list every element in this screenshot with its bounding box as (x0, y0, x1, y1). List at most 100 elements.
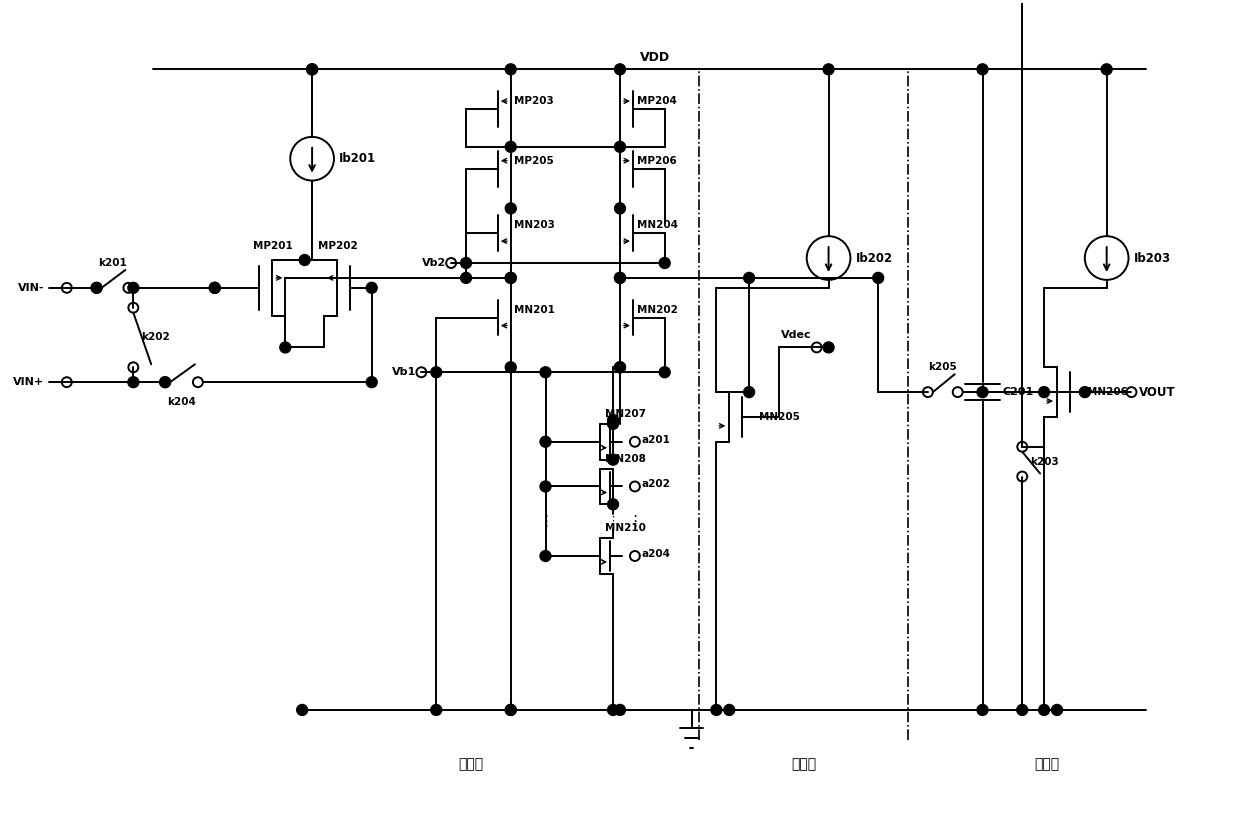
Circle shape (506, 704, 517, 716)
Circle shape (872, 272, 883, 283)
Circle shape (506, 64, 517, 75)
Circle shape (306, 64, 317, 75)
Circle shape (659, 367, 670, 377)
Text: MP201: MP201 (254, 241, 294, 251)
Circle shape (540, 436, 551, 447)
Circle shape (1101, 64, 1113, 75)
Text: k202: k202 (141, 333, 170, 342)
Circle shape (128, 283, 139, 293)
Text: k201: k201 (98, 258, 126, 268)
Circle shape (607, 499, 618, 510)
Circle shape (540, 551, 551, 561)
Text: MN204: MN204 (637, 221, 678, 230)
Text: Ib201: Ib201 (339, 152, 377, 165)
Circle shape (743, 272, 755, 283)
Text: Vdec: Vdec (781, 331, 812, 341)
Text: MN206: MN206 (1087, 387, 1127, 397)
Circle shape (615, 704, 626, 716)
Circle shape (299, 255, 310, 266)
Text: a204: a204 (642, 549, 670, 559)
Text: VIN+: VIN+ (12, 377, 43, 387)
Text: C201: C201 (1002, 387, 1033, 397)
Text: MP203: MP203 (514, 96, 554, 106)
Text: 检测级: 检测级 (792, 757, 817, 771)
Circle shape (607, 704, 618, 716)
Circle shape (367, 283, 377, 293)
Circle shape (724, 704, 735, 716)
Circle shape (823, 64, 834, 75)
Circle shape (128, 377, 139, 387)
Text: MN210: MN210 (605, 523, 646, 534)
Circle shape (711, 704, 722, 716)
Text: Ib202: Ib202 (855, 252, 892, 265)
Text: MP206: MP206 (637, 156, 676, 166)
Circle shape (1017, 704, 1027, 716)
Circle shape (607, 454, 618, 465)
Text: 增益级: 增益级 (458, 757, 483, 771)
Circle shape (659, 257, 670, 269)
Circle shape (506, 272, 517, 283)
Text: Vb2: Vb2 (422, 258, 446, 268)
Circle shape (823, 342, 834, 353)
Circle shape (615, 362, 626, 373)
Circle shape (280, 342, 291, 353)
Circle shape (296, 704, 307, 716)
Circle shape (607, 414, 618, 426)
Circle shape (506, 272, 517, 283)
Circle shape (615, 272, 626, 283)
Text: VOUT: VOUT (1139, 386, 1175, 399)
Circle shape (615, 141, 626, 152)
Circle shape (607, 418, 618, 430)
Circle shape (461, 272, 472, 283)
Circle shape (92, 283, 102, 293)
Text: MP204: MP204 (637, 96, 676, 106)
Circle shape (431, 704, 442, 716)
Circle shape (461, 257, 472, 269)
Circle shape (506, 203, 517, 214)
Circle shape (1052, 704, 1063, 716)
Circle shape (506, 704, 517, 716)
Circle shape (1038, 704, 1049, 716)
Circle shape (209, 283, 221, 293)
Circle shape (615, 362, 626, 373)
Text: MN201: MN201 (514, 305, 555, 315)
Text: VIN-: VIN- (17, 283, 43, 292)
Circle shape (306, 64, 317, 75)
Text: MN202: MN202 (637, 305, 678, 315)
Text: MN203: MN203 (514, 221, 555, 230)
Text: MN208: MN208 (605, 453, 646, 464)
Circle shape (1079, 386, 1090, 398)
Circle shape (978, 704, 987, 716)
Text: Ib203: Ib203 (1134, 252, 1171, 265)
Circle shape (540, 367, 551, 377)
Text: MN205: MN205 (760, 412, 800, 422)
Text: 输出级: 输出级 (1035, 757, 1059, 771)
Circle shape (978, 64, 987, 75)
Circle shape (978, 386, 987, 398)
Circle shape (209, 283, 221, 293)
Text: ⋮: ⋮ (607, 516, 618, 526)
Circle shape (615, 203, 626, 214)
Text: a201: a201 (642, 435, 670, 444)
Text: MP205: MP205 (514, 156, 554, 166)
Text: ⋮: ⋮ (538, 514, 553, 529)
Text: Vb1: Vb1 (392, 368, 416, 377)
Text: MN207: MN207 (605, 409, 646, 419)
Circle shape (506, 141, 517, 152)
Circle shape (540, 481, 551, 492)
Circle shape (743, 386, 755, 398)
Circle shape (160, 377, 171, 387)
Text: k205: k205 (928, 362, 958, 373)
Circle shape (506, 362, 517, 373)
Text: MP202: MP202 (318, 241, 358, 251)
Circle shape (615, 272, 626, 283)
Circle shape (431, 367, 442, 377)
Text: k203: k203 (1030, 457, 1059, 467)
Text: ⋮: ⋮ (627, 514, 643, 529)
Circle shape (1038, 386, 1049, 398)
Text: k204: k204 (167, 397, 196, 407)
Circle shape (615, 64, 626, 75)
Circle shape (367, 377, 377, 387)
Text: VDD: VDD (639, 51, 670, 64)
Text: a202: a202 (642, 480, 670, 489)
